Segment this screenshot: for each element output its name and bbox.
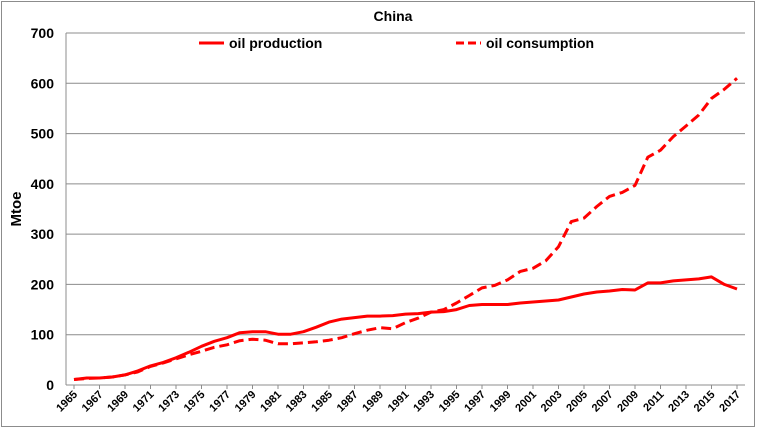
gridlines [66, 32, 745, 336]
x-tick-label-1991: 1991 [386, 389, 412, 415]
y-tick-label-400: 400 [31, 176, 55, 192]
legend-label-oil-production: oil production [229, 35, 322, 51]
series-line-oil-consumption [73, 77, 738, 381]
x-tick-label-2017: 2017 [717, 389, 743, 415]
y-tick-label-100: 100 [31, 327, 55, 343]
x-tick-label-2011: 2011 [641, 389, 666, 414]
x-tick-label-2003: 2003 [539, 389, 565, 415]
x-tick-label-2015: 2015 [692, 389, 718, 415]
x-tick-label-1997: 1997 [462, 389, 488, 415]
x-tick-label-1985: 1985 [309, 389, 335, 415]
x-tick-label-2007: 2007 [590, 389, 616, 415]
x-tick-label-2005: 2005 [564, 389, 590, 415]
y-tick-label-300: 300 [31, 226, 55, 242]
y-axis-label: Mtoe [8, 192, 25, 227]
chart-title: China [374, 8, 413, 24]
y-tick-label-600: 600 [31, 75, 55, 91]
x-tick-labels: 1965 1967 1969 1971 1973 1975 1977 1979 1981 1983… [54, 389, 743, 415]
y-tick-label-500: 500 [31, 126, 55, 142]
x-tick-label-1965: 1965 [54, 389, 80, 415]
x-tick-label-1975: 1975 [182, 389, 208, 415]
legend: oil production oil consumption [199, 35, 594, 51]
x-tick-label-1977: 1977 [207, 389, 233, 415]
x-tick-label-1987: 1987 [335, 389, 361, 415]
x-tick-label-1995: 1995 [437, 389, 463, 415]
x-tick-label-1969: 1969 [105, 389, 131, 415]
x-tick-label-1989: 1989 [360, 389, 386, 415]
x-tick-label-2013: 2013 [666, 389, 692, 415]
x-tick-label-1983: 1983 [284, 389, 310, 415]
axes [65, 33, 745, 389]
y-tick-label-200: 200 [31, 276, 55, 292]
y-tick-labels: 0 100 200 300 400 500 600 700 [31, 25, 55, 393]
x-tick-label-1999: 1999 [488, 389, 514, 415]
y-tick-label-0: 0 [46, 377, 54, 393]
x-tick-label-1971: 1971 [131, 389, 157, 415]
series-line-oil-production [73, 275, 738, 381]
x-tick-label-1973: 1973 [156, 389, 182, 415]
y-tick-label-700: 700 [31, 25, 55, 41]
x-tick-label-1981: 1981 [258, 389, 284, 415]
x-tick-label-1993: 1993 [411, 389, 437, 415]
x-tick-label-1979: 1979 [233, 389, 259, 415]
x-tick-label-1967: 1967 [80, 389, 106, 415]
series-lines [73, 77, 738, 381]
x-tick-label-2009: 2009 [615, 389, 641, 415]
legend-label-oil-consumption: oil consumption [486, 35, 594, 51]
x-tick-label-2001: 2001 [513, 389, 539, 415]
